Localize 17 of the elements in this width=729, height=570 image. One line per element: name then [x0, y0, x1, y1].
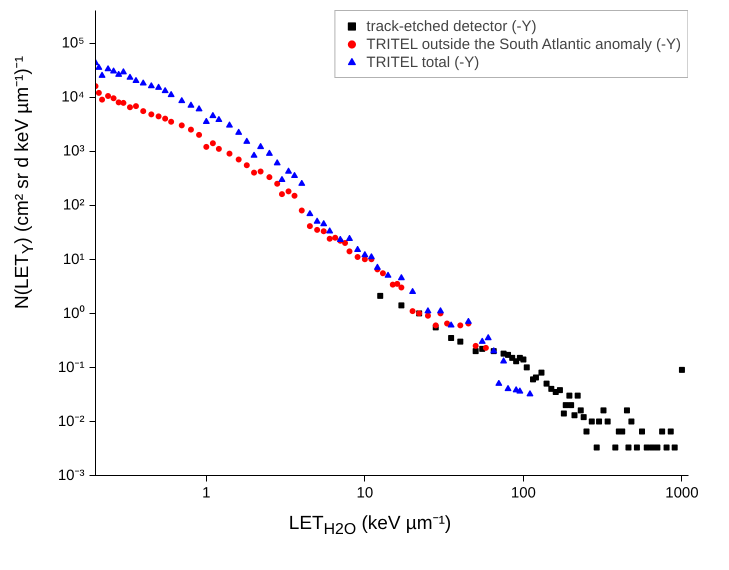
x-tick-label: 1 — [202, 484, 210, 502]
y-tick-label: 10³ — [62, 142, 85, 160]
x-tick-label: 10 — [356, 484, 374, 502]
y-tick-label: 10⁵ — [62, 34, 85, 52]
y-tick-label: 10¹ — [62, 250, 85, 268]
y-tick-label: 10⁻³ — [58, 467, 85, 484]
x-axis-title: LET$_{H2O}$ (keV µm⁻¹) — [288, 512, 452, 540]
y-tick-label: 10⁴ — [61, 88, 85, 106]
x-tick-label: 100 — [510, 484, 536, 502]
x-tick-label: 1000 — [665, 484, 699, 502]
y-tick-label: 10⁰ — [62, 304, 85, 322]
legend-label: TRITEL outside the South Atlantic anomaly (-Y) — [366, 35, 681, 53]
legend-label: track-etched detector (-Y) — [366, 17, 536, 35]
legend-label: TRITEL total (-Y) — [366, 53, 480, 71]
y-tick-label: 10⁻¹ — [58, 358, 85, 376]
y-tick-label: 10² — [62, 196, 85, 214]
y-tick-label: 10⁻² — [58, 412, 85, 430]
